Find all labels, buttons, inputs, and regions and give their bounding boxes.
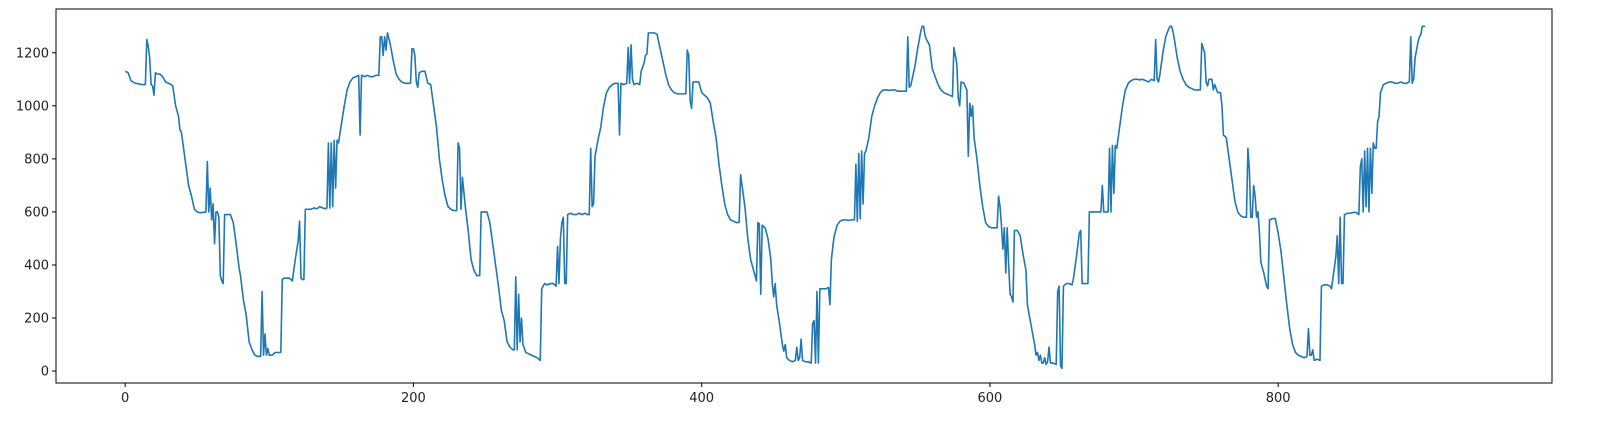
series-line — [124, 25, 1426, 370]
y-tick-label: 1200 — [16, 46, 49, 61]
plot-area — [124, 25, 1426, 370]
y-tick-label: 1000 — [16, 99, 49, 114]
y-tick-label: 200 — [24, 312, 49, 327]
x-tick-label: 200 — [401, 391, 426, 406]
x-axis: 0 200 400 600 800 — [121, 383, 1291, 406]
x-tick-label: 800 — [1266, 391, 1291, 406]
y-tick-label: 800 — [24, 152, 49, 167]
y-tick-label: 0 — [41, 365, 49, 380]
y-tick-label: 600 — [24, 205, 49, 220]
axes-frame — [55, 8, 1553, 384]
x-tick-label: 600 — [978, 391, 1003, 406]
y-axis: 0 200 400 600 800 1000 1200 — [16, 46, 56, 380]
x-tick-label: 400 — [689, 391, 714, 406]
x-tick-label: 0 — [121, 391, 129, 406]
y-tick-label: 400 — [24, 258, 49, 273]
